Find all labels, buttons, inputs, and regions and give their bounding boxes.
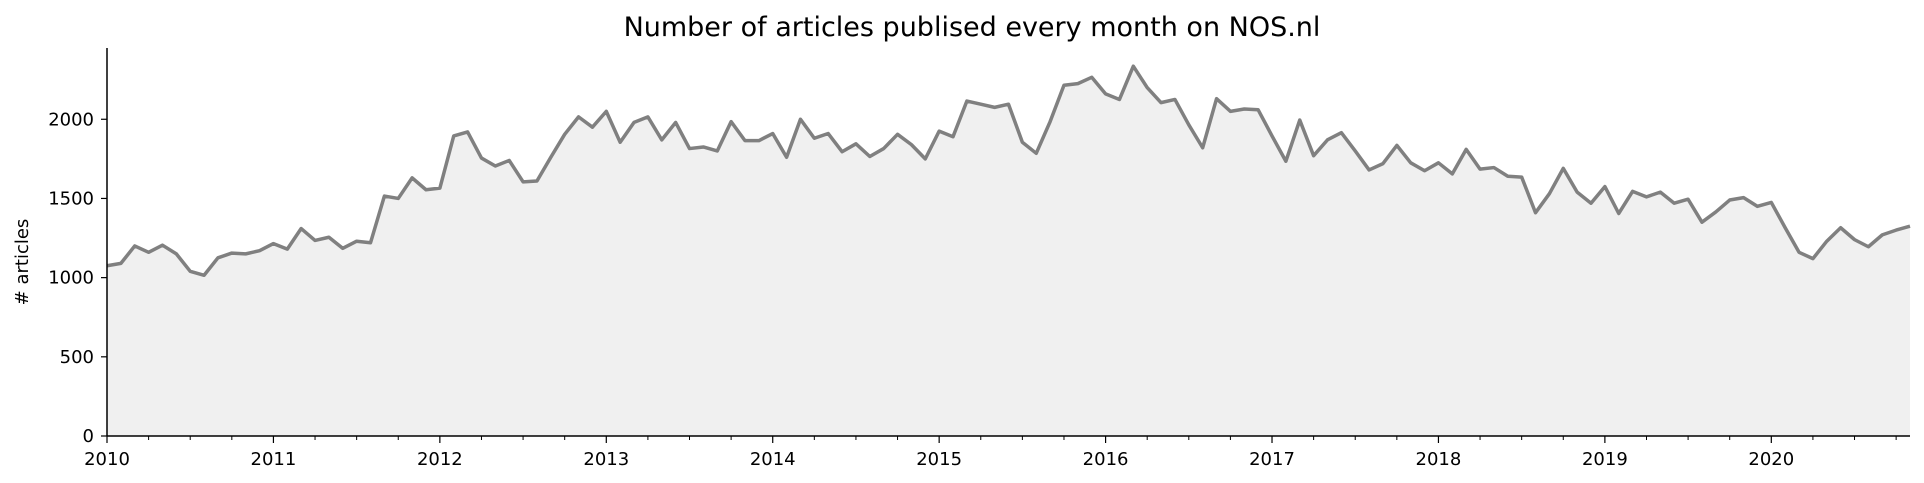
y-tick-label: 500 — [60, 347, 94, 368]
plot-area — [106, 64, 1911, 437]
y-tick-label: 1500 — [48, 188, 94, 209]
x-tick-label: 2010 — [84, 449, 130, 470]
x-tick-label: 2015 — [916, 449, 962, 470]
x-tick-label: 2013 — [583, 449, 629, 470]
x-axis: 2010 2011 2012 2013 2014 2015 2016 2017 2018 2019… — [84, 435, 1910, 470]
x-tick-label: 2011 — [251, 449, 297, 470]
x-tick-label: 2014 — [750, 449, 796, 470]
y-tick-label: 2000 — [48, 109, 94, 130]
x-tick-label: 2012 — [417, 449, 463, 470]
x-tick-label: 2020 — [1748, 449, 1794, 470]
x-tick-label: 2017 — [1249, 449, 1295, 470]
y-tick-label: 0 — [83, 426, 94, 447]
y-axis: 0 500 1000 1500 2000 — [48, 48, 108, 447]
y-tick-label: 1000 — [48, 268, 94, 289]
chart-title: Number of articles publised every month … — [624, 12, 1321, 43]
series-area-fill — [107, 66, 1910, 437]
x-tick-label: 2018 — [1416, 449, 1462, 470]
y-axis-label: # articles — [12, 219, 33, 306]
x-tick-label: 2016 — [1083, 449, 1129, 470]
x-tick-label: 2019 — [1582, 449, 1628, 470]
series-line — [106, 64, 1911, 278]
